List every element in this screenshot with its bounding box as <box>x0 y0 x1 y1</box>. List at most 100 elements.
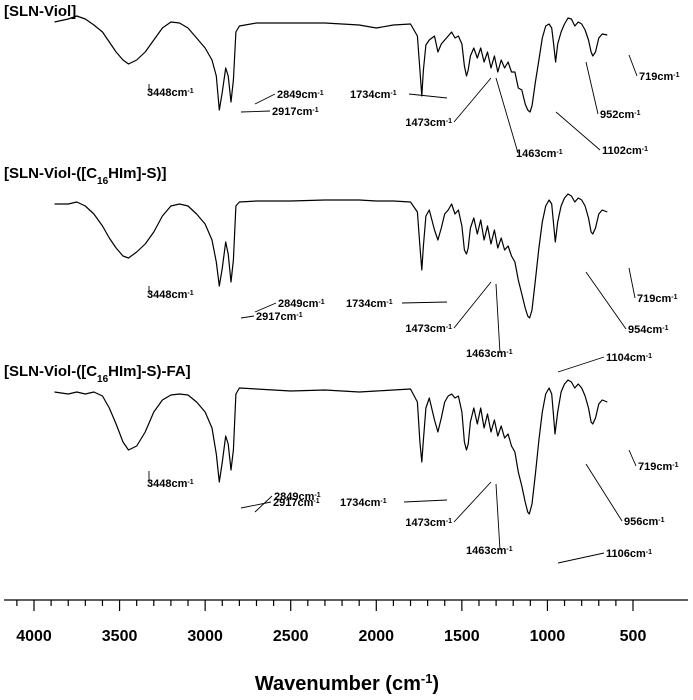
peak-label: 3448cm-1 <box>147 478 194 490</box>
peak-label: 2849cm-1 <box>278 298 325 310</box>
peak-label-sup: -1 <box>662 325 668 332</box>
peak-annotation: 956cm-1 <box>585 463 665 528</box>
peak-annotation: 1473cm-1 <box>405 77 492 129</box>
peak-label-sup: -1 <box>313 498 319 505</box>
peak-annotation: 1734cm-1 <box>340 497 448 509</box>
peak-annotation: 954cm-1 <box>585 271 669 336</box>
peak-label: 956cm-1 <box>624 516 665 528</box>
peak-leader-line <box>628 449 637 467</box>
peak-label: 1463cm-1 <box>466 348 513 360</box>
peak-label-sup: -1 <box>634 110 640 117</box>
peak-label-sup: -1 <box>642 146 648 153</box>
peak-annotation: 2849cm-1 <box>254 298 325 313</box>
x-axis-title-text: Wavenumber (cm <box>255 673 421 695</box>
spectrum-line <box>54 379 608 515</box>
x-axis: 4000 3500 3000 2500 2000 1500 1000 500 Wavenumbe… <box>4 599 688 696</box>
spectrum-line <box>54 193 608 319</box>
peak-label-sup: -1 <box>314 492 320 499</box>
peak-label-sup: -1 <box>672 462 678 469</box>
peak-label-sup: -1 <box>646 353 652 360</box>
peak-label: 1473cm-1 <box>405 117 452 129</box>
peak-label: 2917cm-1 <box>272 106 319 118</box>
peak-label-value: 2849cm <box>278 298 319 310</box>
x-axis-title-sup: -1 <box>421 671 433 686</box>
peak-label-sup: -1 <box>296 312 302 319</box>
peak-annotation: 2849cm-1 <box>254 491 321 513</box>
peak-label-value: 1734cm <box>340 497 381 509</box>
peak-label: 1463cm-1 <box>516 148 563 160</box>
peak-label: 1106cm-1 <box>606 548 652 560</box>
peak-annotation: 2849cm-1 <box>254 89 324 105</box>
peak-leader-line <box>585 271 627 330</box>
peak-annotation: 1734cm-1 <box>350 89 448 101</box>
peak-label-sup: -1 <box>506 349 512 356</box>
x-tick-label: 3000 <box>187 628 223 645</box>
spectrum-panel: [SLN-Viol-([C16HIm]-S)]3448cm-12917cm-12… <box>4 165 678 373</box>
peak-label-sup: -1 <box>380 498 386 505</box>
peak-leader-line <box>628 267 636 299</box>
peak-leader-line <box>585 463 623 522</box>
peak-label-sup: -1 <box>646 549 652 556</box>
series-title-part: [SLN-Viol-([C <box>4 363 97 380</box>
peak-label: 719cm-1 <box>637 293 678 305</box>
peak-label-sup: -1 <box>446 118 452 125</box>
peak-label: 1463cm-1 <box>466 545 513 557</box>
peak-label-value: 719cm <box>637 293 671 305</box>
peak-label: 1473cm-1 <box>405 517 452 529</box>
peak-annotation: 3448cm-1 <box>147 84 194 99</box>
series-title-part: HIm]-S)-FA] <box>108 363 191 380</box>
peak-leader-line <box>453 281 492 329</box>
peak-label-sup: -1 <box>187 88 193 95</box>
x-tick-label: 3500 <box>102 628 138 645</box>
spectrum-panel: [SLN-Viol-([C16HIm]-S)-FA] 3448cm-1 2917cm… <box>4 363 679 564</box>
peak-label-sup: -1 <box>658 517 664 524</box>
series-title: [SLN-Viol-([C16HIm]-S)] <box>4 165 167 187</box>
peak-leader-line <box>453 481 492 523</box>
peak-label-value: 2849cm <box>274 491 315 503</box>
peak-annotation: 3448cm-1 <box>147 471 194 490</box>
peak-label: 1473cm-1 <box>405 323 452 335</box>
peak-label: 952cm-1 <box>600 109 641 121</box>
peak-annotation: 1102cm-1 <box>555 111 648 157</box>
peak-label: 2849cm-1 <box>274 491 321 503</box>
peak-annotation: 1473cm-1 <box>405 281 492 335</box>
series-title: [SLN-Viol-([C16HIm]-S)-FA] <box>4 363 191 385</box>
peak-label-sup: -1 <box>317 90 323 97</box>
peak-label-value: 1463cm <box>516 148 557 160</box>
peak-label-value: 719cm <box>639 71 673 83</box>
peak-label: 2849cm-1 <box>277 89 324 101</box>
peak-label-value: 2849cm <box>277 89 318 101</box>
peak-label-value: 1734cm <box>350 89 391 101</box>
peak-annotation: 719cm-1 <box>628 54 680 83</box>
peak-leader-line <box>254 495 273 513</box>
peak-label-value: 2917cm <box>273 497 314 509</box>
peak-label-value: 952cm <box>600 109 634 121</box>
peak-label-value: 1102cm <box>602 145 642 157</box>
peak-label: 719cm-1 <box>639 71 680 83</box>
peak-label: 719cm-1 <box>638 461 679 473</box>
series-title-part: [SLN-Viol-([C <box>4 165 97 182</box>
x-axis-title: Wavenumber (cm-1) <box>255 671 439 696</box>
peak-leader-line <box>557 552 605 564</box>
peak-leader-line <box>240 315 255 319</box>
peak-label-value: 1463cm <box>466 545 507 557</box>
peak-annotation: 1473cm-1 <box>405 481 492 529</box>
peak-label-value: 2917cm <box>256 311 297 323</box>
peak-label-sup: -1 <box>506 546 512 553</box>
peak-leader-line <box>408 93 448 99</box>
x-tick-label: 2000 <box>358 628 394 645</box>
peak-leader-line <box>495 483 501 551</box>
peak-leader-line <box>628 54 638 77</box>
peak-label: 1104cm-1 <box>606 352 652 364</box>
peak-label-value: 1473cm <box>405 323 446 335</box>
peak-leader-line <box>495 283 501 354</box>
peak-label-value: 2917cm <box>272 106 313 118</box>
peak-label-value: 956cm <box>624 516 658 528</box>
peak-leader-line <box>254 302 277 313</box>
peak-leader-line <box>401 301 448 304</box>
peak-label-sup: -1 <box>446 518 452 525</box>
peak-leader-line <box>254 93 276 105</box>
